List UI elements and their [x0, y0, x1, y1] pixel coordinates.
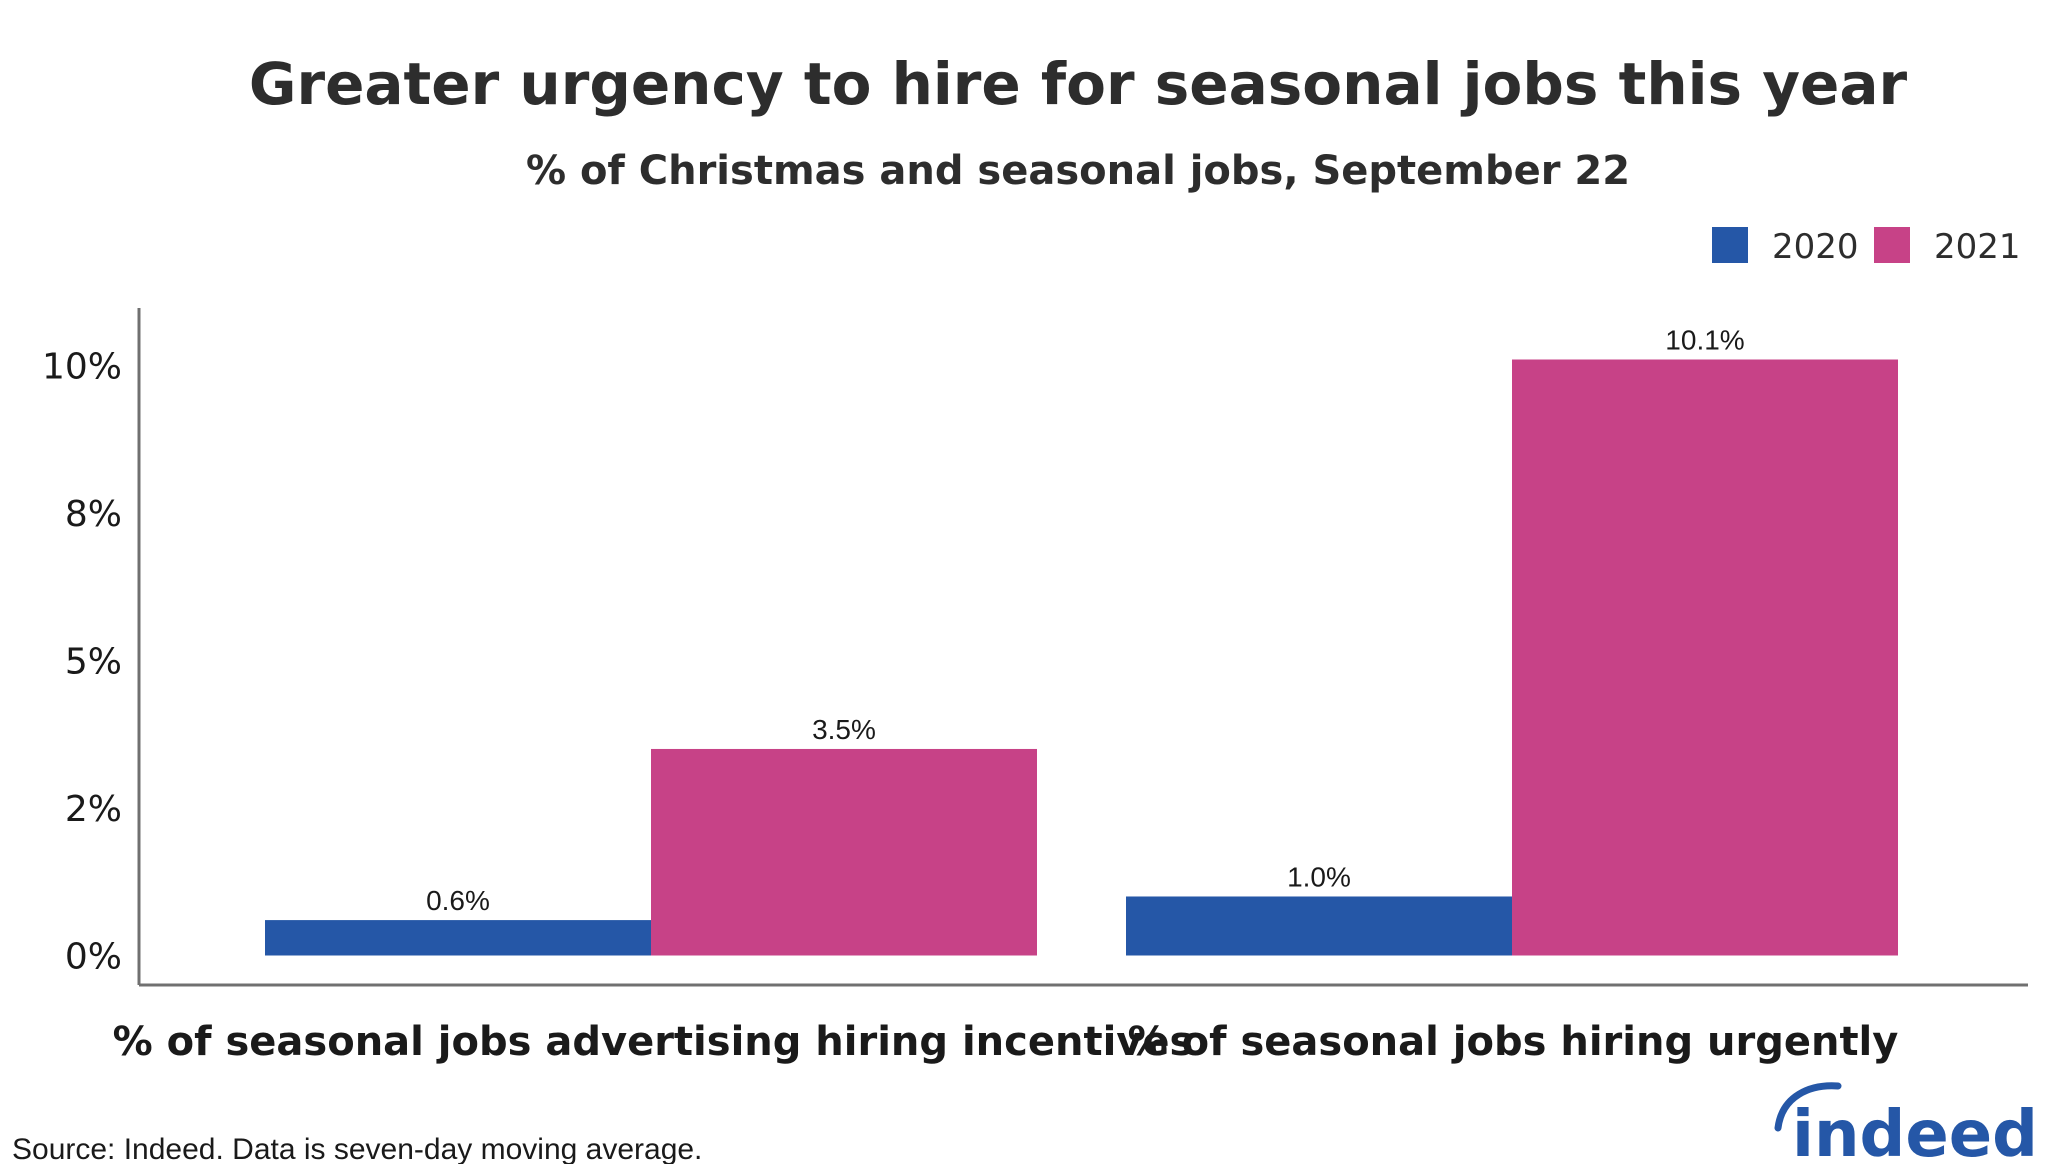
legend-label-2021: 2021	[1934, 227, 2021, 267]
chart-subtitle: % of Christmas and seasonal jobs, Septem…	[526, 148, 1630, 194]
legend-swatch-2020	[1712, 227, 1748, 263]
y-tick-label-3: 8%	[65, 494, 122, 535]
indeed-logo: indeed	[1774, 1082, 2038, 1169]
legend-label-2020: 2020	[1772, 227, 1859, 267]
chart-title: Greater urgency to hire for seasonal job…	[249, 50, 1908, 118]
y-tick-label-1: 2%	[65, 789, 122, 830]
data-label-2021-0: 3.5%	[812, 714, 876, 745]
x-category-label-0: % of seasonal jobs advertising hiring in…	[113, 1019, 1194, 1065]
legend-swatch-2021	[1874, 227, 1910, 263]
y-tick-label-0: 0%	[65, 936, 122, 977]
legend: 2020 2021	[1712, 227, 2021, 267]
source-note: Source: Indeed. Data is seven-day moving…	[12, 1133, 702, 1164]
y-tick-label-2: 5%	[65, 641, 122, 682]
y-tick-label-4: 10%	[42, 346, 122, 387]
bar-2021-0	[651, 748, 1037, 956]
indeed-logo-text: indeed	[1792, 1098, 2038, 1164]
bar-2020-1	[1126, 896, 1512, 956]
data-label-2021-1: 10.1%	[1665, 325, 1744, 356]
x-category-label-1: % of seasonal jobs hiring urgently	[1128, 1019, 1899, 1065]
indeed-logo-arc	[1774, 1082, 1842, 1132]
bar-2021-1	[1512, 359, 1898, 956]
data-label-2020-0: 0.6%	[426, 885, 490, 916]
plot-area: 0% 2% 5% 8% 10% 0.6% 3.5% 1.0% 10.1%	[42, 325, 1898, 977]
data-label-2020-1: 1.0%	[1287, 861, 1351, 892]
bar-2020-0	[265, 920, 651, 956]
